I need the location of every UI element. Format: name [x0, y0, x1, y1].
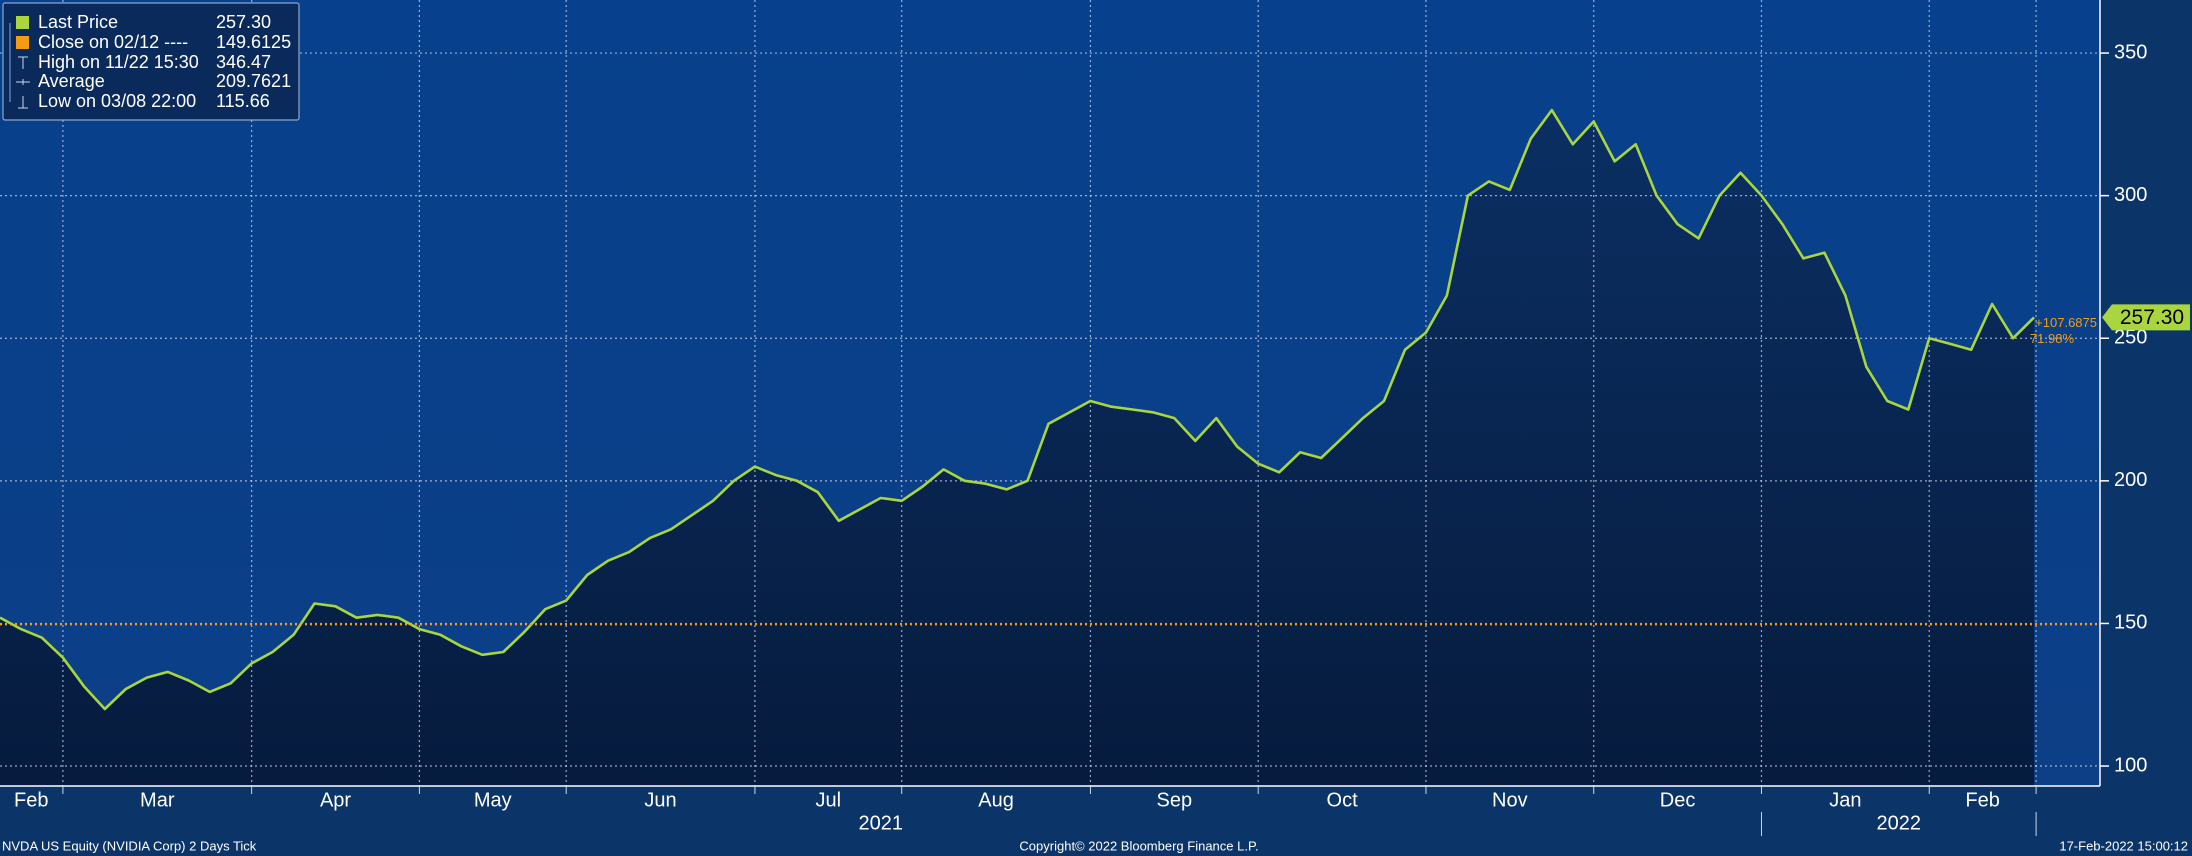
year-label: 2021 — [858, 812, 903, 834]
x-tick-label: Oct — [1327, 789, 1359, 811]
footer-left: NVDA US Equity (NVIDIA Corp) 2 Days Tick — [2, 838, 257, 853]
legend-value: 257.30 — [216, 12, 271, 32]
legend-box — [2, 2, 300, 121]
y-tick-label: 350 — [2114, 41, 2147, 63]
legend-name: Low on 03/08 22:00 — [38, 91, 196, 111]
legend-value: 149.6125 — [216, 32, 291, 52]
legend-name: Last Price — [38, 12, 118, 32]
y-tick-label: 150 — [2114, 612, 2147, 634]
axis-band — [0, 786, 2192, 856]
change-pct-label: 71.98% — [2030, 331, 2075, 346]
y-tick-label: 200 — [2114, 469, 2147, 491]
x-tick-label: Dec — [1660, 789, 1696, 811]
legend-value: 115.66 — [216, 91, 270, 111]
last-price-tag — [2102, 304, 2190, 331]
x-tick-label: Feb — [14, 789, 48, 811]
x-tick-label: Feb — [1965, 789, 1999, 811]
legend-value: 346.47 — [216, 52, 271, 72]
price-line — [0, 108, 2036, 711]
y-tick-label: 100 — [2114, 754, 2147, 776]
year-label: 2022 — [1877, 812, 1922, 834]
x-tick-label: Mar — [140, 789, 175, 811]
footer-center: Copyright© 2022 Bloomberg Finance L.P. — [1019, 838, 1258, 853]
change-label: +107.6875 — [2035, 315, 2097, 330]
footer-right: 17-Feb-2022 15:00:12 — [2059, 838, 2188, 853]
y-tick-label: 300 — [2114, 184, 2147, 206]
x-tick-label: Sep — [1157, 789, 1193, 811]
last-price-label: 257.30 — [2120, 306, 2184, 329]
x-tick-label: Aug — [978, 789, 1014, 811]
x-tick-label: Apr — [320, 789, 351, 811]
x-tick-label: Jan — [1829, 789, 1861, 811]
area-fill — [0, 110, 2035, 787]
legend-value: 209.7621 — [216, 71, 291, 91]
x-tick-label: May — [474, 789, 512, 811]
x-tick-label: Jun — [644, 789, 676, 811]
legend-swatch — [16, 36, 29, 49]
legend-name: Close on 02/12 ---- — [38, 32, 188, 52]
legend-name: High on 11/22 15:30 — [38, 52, 199, 72]
legend-swatch — [16, 16, 29, 29]
legend-name: Average — [38, 71, 105, 91]
y-tick-label: 250 — [2114, 327, 2147, 349]
x-tick-label: Jul — [816, 789, 842, 811]
x-tick-label: Nov — [1492, 789, 1528, 811]
